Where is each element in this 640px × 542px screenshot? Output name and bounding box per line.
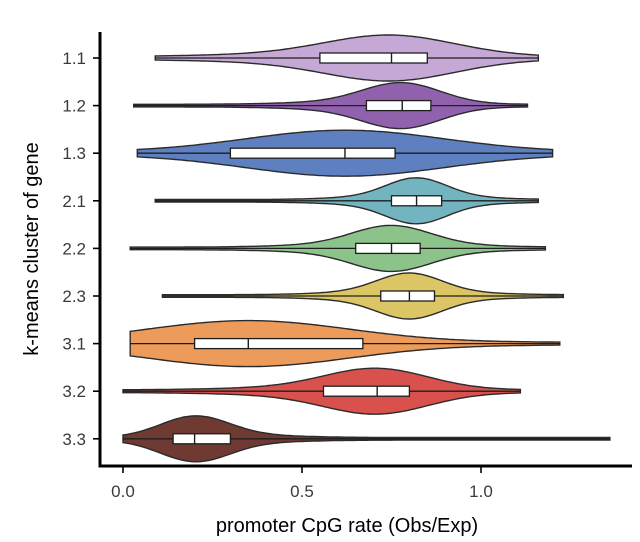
- y-tick-label-1-3: 1.3: [62, 144, 86, 163]
- violin-group-1-3: [136, 129, 554, 177]
- y-tick-label-3-3: 3.3: [62, 430, 86, 449]
- violin-group-1-2: [133, 81, 529, 130]
- violin-group-2-1: [154, 177, 539, 225]
- y-tick-label-3-1: 3.1: [62, 335, 86, 354]
- violin-group-3-1: [129, 319, 561, 368]
- y-tick-label-1-1: 1.1: [62, 49, 86, 68]
- violin-group-2-3: [161, 272, 564, 320]
- x-tick-label-1: 0.5: [290, 482, 314, 501]
- box-3-3: [172, 433, 232, 445]
- x-ticks-layer: 0.0 0.5 1.0: [111, 466, 493, 501]
- y-tick-label-2-3: 2.3: [62, 287, 86, 306]
- box-3-1: [193, 337, 364, 350]
- violin-group-2-2: [129, 224, 547, 273]
- box-1-1: [319, 52, 428, 64]
- y-tick-label-2-2: 2.2: [62, 239, 86, 258]
- y-tick-label-2-1: 2.1: [62, 192, 86, 211]
- box-3-2: [322, 385, 411, 397]
- y-tick-label-3-2: 3.2: [62, 382, 86, 401]
- violin-group-3-2: [122, 367, 522, 415]
- box-1-2: [365, 99, 432, 112]
- y-ticks-layer: 1.1 1.2 1.3 2.1 2.2 2.3 3.1 3.2 3.3: [62, 49, 100, 449]
- x-tick-label-0: 0.0: [111, 482, 135, 501]
- violin-group-3-3: [122, 415, 611, 463]
- y-tick-label-1-2: 1.2: [62, 97, 86, 116]
- x-axis-title: promoter CpG rate (Obs/Exp): [216, 515, 478, 537]
- box-1-3: [229, 147, 396, 159]
- violins-layer: [122, 34, 611, 463]
- x-tick-label-2: 1.0: [469, 482, 493, 501]
- y-axis-title: k-means cluster of gene: [21, 142, 43, 355]
- box-2-2: [355, 242, 421, 255]
- box-2-3: [380, 290, 436, 302]
- violin-group-1-1: [154, 34, 539, 82]
